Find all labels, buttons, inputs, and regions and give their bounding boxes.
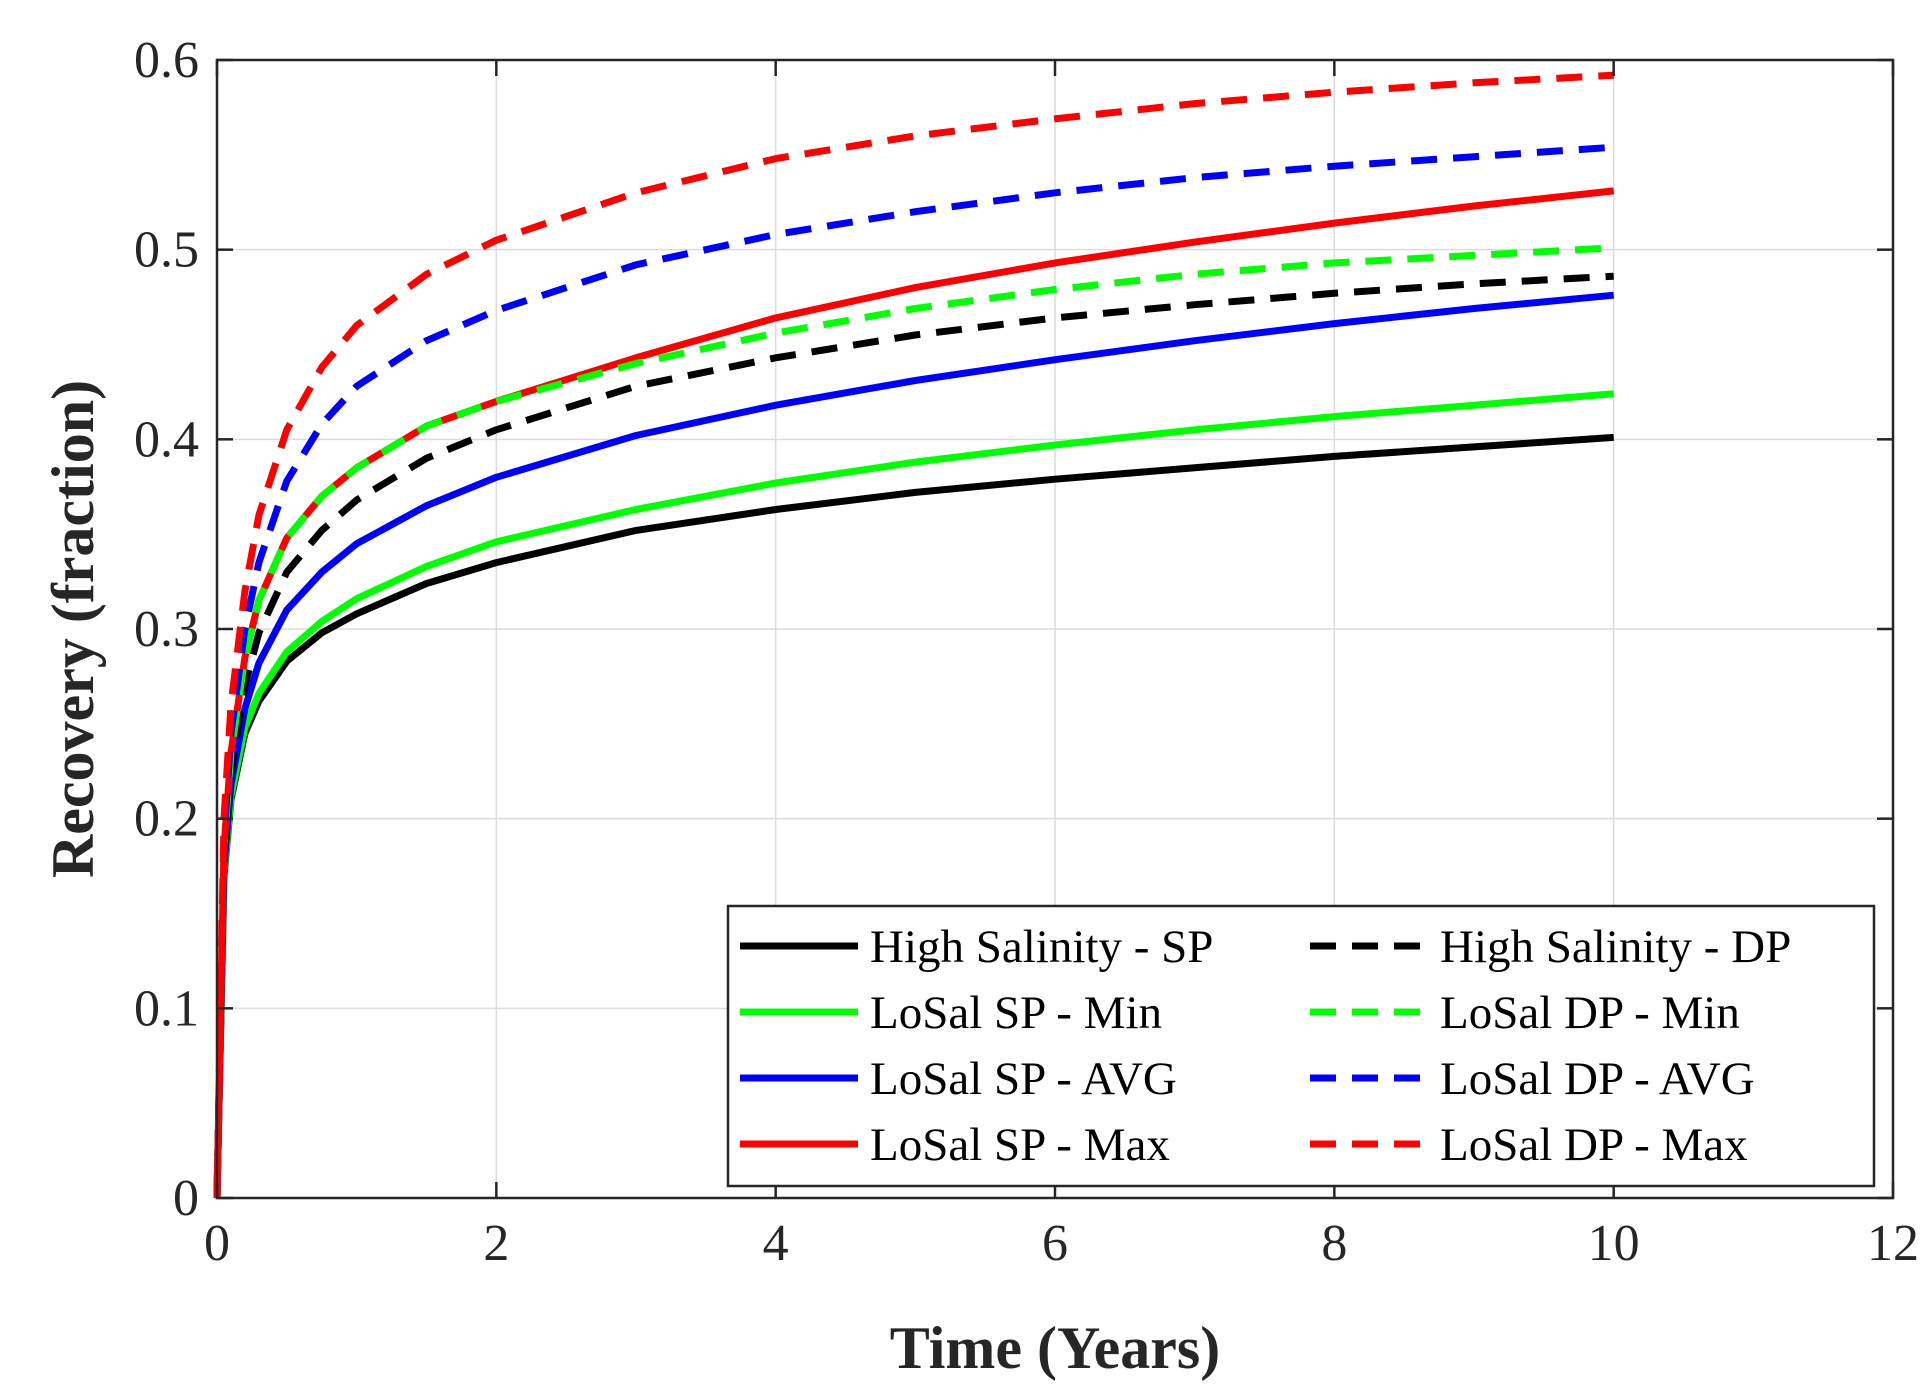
- y-tick-label: 0.2: [134, 791, 199, 848]
- x-axis-title: Time (Years): [890, 1315, 1220, 1381]
- series-line-high-salinity-dp: [213, 272, 1614, 1199]
- legend-label-high-salinity-dp: High Salinity - DP: [1440, 921, 1791, 973]
- series-line-losal-dp-max: [213, 71, 1614, 1199]
- legend-box: [726, 904, 1876, 1188]
- y-axis-title: Recovery (fraction): [40, 380, 106, 878]
- y-tick-label: 0: [173, 1170, 199, 1227]
- y-tick-label: 0.4: [134, 411, 199, 468]
- x-tick-label: 8: [1321, 1215, 1347, 1272]
- x-tick-label: 10: [1588, 1215, 1640, 1272]
- y-tick-labels: 0 0.1 0.2 0.3 0.4 0.5 0.6: [134, 32, 199, 1227]
- series-line-losal-dp-avg: [213, 143, 1614, 1199]
- legend-label-high-salinity-sp: High Salinity - SP: [870, 921, 1213, 973]
- legend-label-losal-sp-avg: LoSal SP - AVG: [870, 1053, 1177, 1105]
- legend-label-losal-dp-avg: LoSal DP - AVG: [1440, 1053, 1755, 1105]
- y-tick-label: 0.1: [134, 980, 199, 1037]
- y-tick-label: 0.5: [134, 222, 199, 279]
- legend: High Salinity - SP High Salinity - DP LoSa…: [726, 904, 1876, 1188]
- x-tick-label: 0: [204, 1215, 230, 1272]
- x-tick-label: 4: [763, 1215, 789, 1272]
- y-tick-label: 0.3: [134, 601, 199, 658]
- x-tick-labels: 0 2 4 6 8 10 12: [204, 1215, 1919, 1272]
- x-tick-label: 2: [483, 1215, 509, 1272]
- y-tick-label: 0.6: [134, 32, 199, 89]
- legend-label-losal-sp-min: LoSal SP - Min: [870, 987, 1162, 1039]
- legend-label-losal-sp-max: LoSal SP - Max: [870, 1119, 1170, 1171]
- x-tick-label: 12: [1867, 1215, 1919, 1272]
- x-tick-label: 6: [1042, 1215, 1068, 1272]
- series-group: [213, 71, 1615, 1199]
- series-line-losal-dp-min: [213, 244, 1614, 1199]
- legend-label-losal-dp-max: LoSal DP - Max: [1440, 1119, 1748, 1171]
- legend-label-losal-dp-min: LoSal DP - Min: [1440, 987, 1740, 1039]
